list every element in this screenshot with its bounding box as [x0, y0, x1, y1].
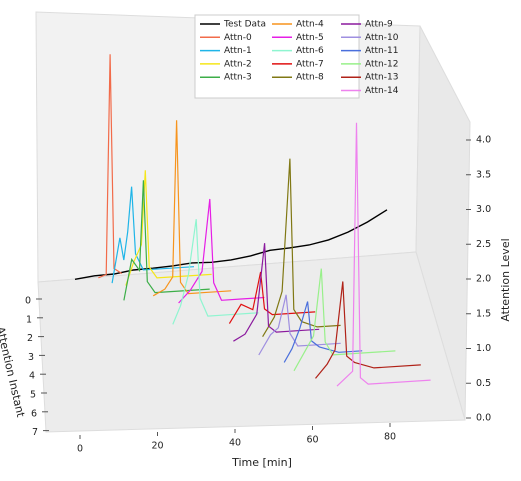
- series-line: [152, 120, 232, 297]
- legend-label: Attn-9: [365, 20, 393, 30]
- z-tick-label: 3.5: [476, 169, 491, 180]
- floor-pane: [37, 251, 466, 433]
- y-tick-label: 3: [28, 352, 34, 363]
- z-tick-label: 4.0: [476, 135, 491, 146]
- legend-label: Attn-1: [224, 46, 252, 56]
- series-line: [233, 243, 320, 342]
- legend-label: Attn-10: [365, 33, 399, 43]
- x-tick-label: 40: [229, 438, 241, 449]
- z-tick-label: 0.0: [476, 413, 491, 424]
- legend-label: Attn-0: [224, 33, 252, 43]
- x-tick-label: 60: [306, 435, 318, 446]
- series-line: [336, 122, 431, 387]
- x-tick-label: 80: [384, 432, 396, 443]
- legend-label: Attn-5: [296, 33, 324, 43]
- z-tick-label: 1.0: [476, 343, 491, 354]
- legend-label: Test Data: [223, 20, 266, 30]
- series-line: [283, 301, 363, 363]
- x-tick-label: 0: [77, 444, 83, 455]
- y-tick-label: 0: [25, 296, 31, 307]
- series-line: [98, 54, 123, 279]
- legend-label: Attn-3: [224, 73, 252, 83]
- legend-label: Attn-12: [365, 59, 398, 69]
- y-tick-label: 4: [29, 371, 35, 382]
- y-tick-label: 6: [31, 408, 37, 419]
- legend-label: Attn-4: [296, 20, 324, 30]
- legend-label: Attn-2: [224, 59, 252, 69]
- legend-label: Attn-14: [365, 86, 399, 96]
- series-line: [123, 180, 210, 301]
- x-tick-label: 20: [151, 441, 163, 452]
- legend-box: [194, 14, 360, 99]
- series-line: [315, 281, 421, 379]
- y-tick-label: 1: [26, 314, 32, 325]
- legend-label: Attn-8: [296, 73, 324, 83]
- y-tick-label: 5: [30, 390, 36, 401]
- y-axis-label: Attention Instant: [0, 325, 27, 419]
- z-tick-label: 2.5: [476, 239, 491, 250]
- z-tick-label: 2.0: [476, 274, 491, 285]
- y-tick-label: 2: [27, 333, 33, 344]
- x-axis-label: Time [min]: [231, 456, 292, 469]
- legend-label: Attn-7: [296, 59, 324, 69]
- z-tick-label: 0.5: [476, 378, 491, 389]
- z-tick-label: 1.5: [476, 308, 491, 319]
- legend-label: Attn-13: [365, 73, 398, 83]
- legend-label: Attn-6: [296, 46, 324, 56]
- series-line: [178, 198, 265, 304]
- z-axis-label: Attention Level: [499, 238, 512, 321]
- legend-label: Attn-11: [365, 46, 398, 56]
- series-line: [74, 209, 388, 280]
- y-tick-label: 7: [32, 427, 38, 438]
- series-line: [111, 186, 195, 284]
- z-tick-label: 3.0: [476, 204, 491, 215]
- series-line: [125, 170, 212, 286]
- series-line: [172, 219, 259, 325]
- series-line: [258, 294, 341, 356]
